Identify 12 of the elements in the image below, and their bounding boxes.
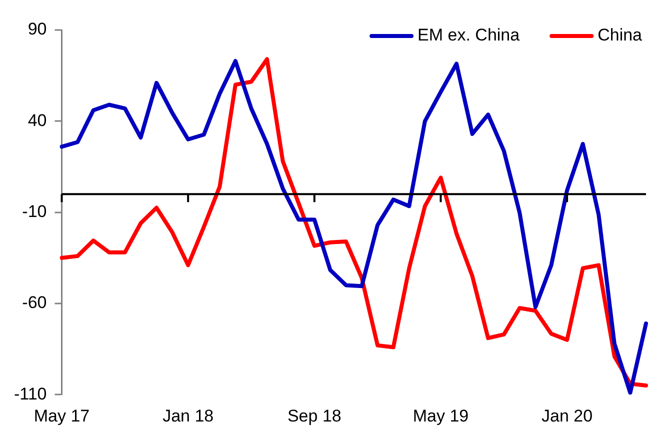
x-tick-label: May 19 [412,406,469,426]
legend-label: EM ex. China [418,26,520,45]
x-tick-label: Jan 18 [162,406,214,426]
y-tick-label: 40 [28,110,47,130]
y-tick-label: -110 [14,384,47,404]
x-tick-label: Sep 18 [287,406,342,426]
x-tick-label: May 17 [34,406,90,426]
x-tick-label: Jan 20 [542,406,593,426]
y-tick-label: -60 [22,293,47,312]
legend-label: China [598,26,643,45]
y-tick-label: 90 [28,20,47,39]
y-tick-label: -10 [22,202,47,221]
